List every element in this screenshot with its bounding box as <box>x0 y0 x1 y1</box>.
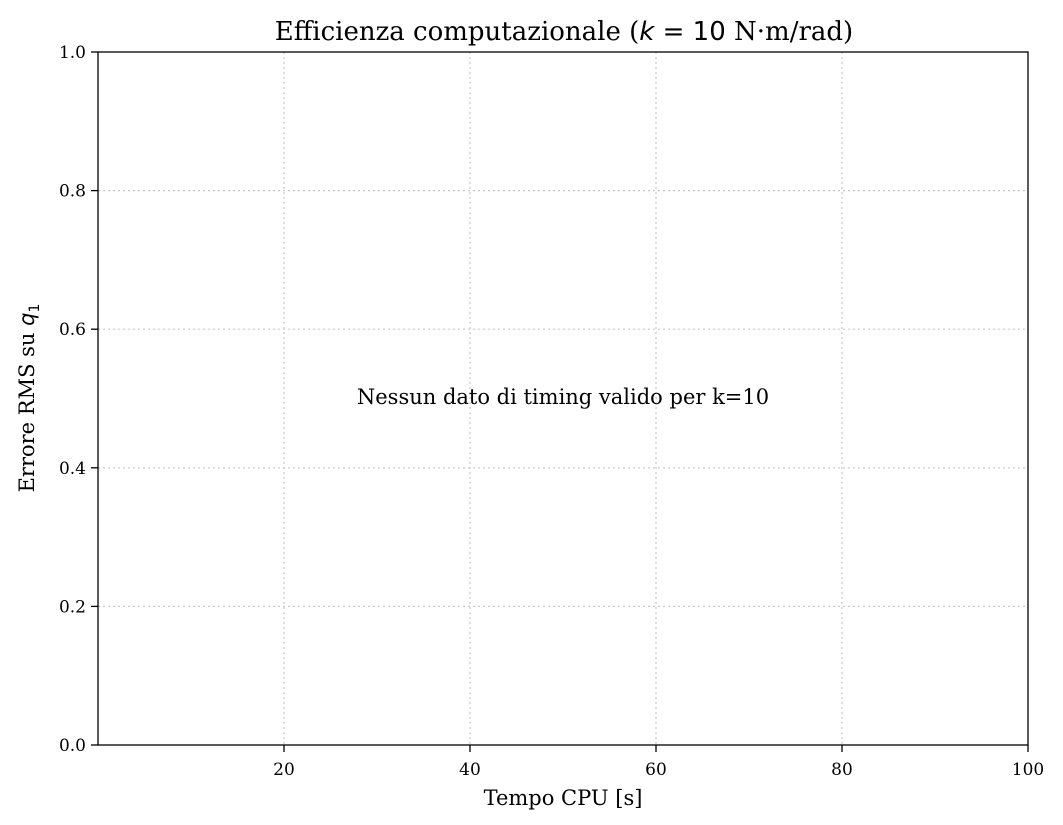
title-symbol: k <box>639 17 655 47</box>
y-label-symbol: q <box>15 313 39 326</box>
title-suffix: N·m/rad) <box>726 17 853 47</box>
plot-background <box>98 52 1028 745</box>
x-tick-label: 100 <box>1012 760 1044 780</box>
title-equals: = <box>654 17 692 47</box>
title-value: 10 <box>693 17 726 47</box>
x-tick-label: 80 <box>831 760 853 780</box>
x-tick-label: 40 <box>459 760 481 780</box>
y-tick-label: 0.0 <box>59 736 86 756</box>
y-label-subscript: 1 <box>27 304 43 313</box>
grid <box>98 52 1028 745</box>
plot-frame <box>97 51 1029 746</box>
y-tick-label: 0.6 <box>59 320 86 340</box>
x-axis-label: Tempo CPU [s] <box>484 786 643 810</box>
x-tick-label: 60 <box>645 760 667 780</box>
y-label-text: Errore RMS su <box>15 326 39 493</box>
chart-title: Efficienza computazionale (k = 10 N·m/ra… <box>275 17 853 47</box>
no-data-annotation: Nessun dato di timing valido per k=10 <box>357 385 769 409</box>
y-tick-label: 0.8 <box>59 182 86 202</box>
y-axis-ticks: 0.0 0.2 0.4 0.6 0.8 1.0 <box>59 43 98 756</box>
title-prefix: Efficienza computazionale ( <box>275 17 639 47</box>
x-tick-label: 20 <box>273 760 295 780</box>
y-tick-label: 0.4 <box>59 459 86 479</box>
x-axis-ticks: 20 40 60 80 100 <box>273 745 1044 780</box>
y-tick-label: 1.0 <box>59 43 86 63</box>
y-tick-label: 0.2 <box>59 597 86 617</box>
y-axis-label: Errore RMS su q1 <box>15 304 43 493</box>
